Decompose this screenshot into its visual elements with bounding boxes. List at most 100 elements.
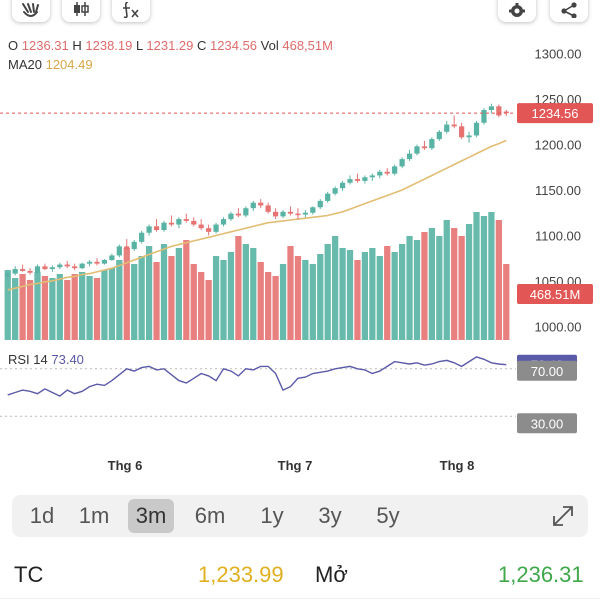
candle-body xyxy=(64,264,70,267)
open-label: O xyxy=(8,38,19,53)
expand-icon[interactable] xyxy=(548,501,578,531)
candle-body xyxy=(42,266,48,270)
volume-bar xyxy=(26,280,34,340)
volume-bar xyxy=(227,252,235,340)
indicator-fx-icon[interactable] xyxy=(112,0,150,22)
close-label: C xyxy=(197,38,207,53)
ma20-line xyxy=(7,139,507,291)
volume-bar xyxy=(488,212,495,340)
candle-body xyxy=(57,264,63,268)
ma-legend: MA20 1204.49 xyxy=(8,56,93,74)
volume-bar xyxy=(64,280,71,340)
settings-icon[interactable] xyxy=(498,0,536,22)
candle-body xyxy=(354,179,361,181)
low-label: L xyxy=(136,38,143,53)
volume-bar xyxy=(101,270,108,340)
x-tick-label: Thg 6 xyxy=(108,458,143,473)
candle-body xyxy=(503,111,509,114)
volume-bar xyxy=(302,260,309,340)
candle-body xyxy=(444,124,450,132)
candle-body xyxy=(473,122,480,136)
candle-body xyxy=(347,179,353,183)
volume-bar xyxy=(451,228,458,340)
range-1y[interactable]: 1y xyxy=(260,503,284,528)
volume-bar xyxy=(436,236,443,340)
volume-bar xyxy=(19,274,26,340)
range-1d[interactable]: 1d xyxy=(29,503,55,528)
range-1m[interactable]: 1m xyxy=(78,503,110,528)
candle-body xyxy=(12,269,18,274)
volume-bar xyxy=(198,272,205,340)
volume-bar xyxy=(309,264,316,340)
candle-body xyxy=(220,219,227,225)
candle-body xyxy=(280,211,286,217)
candle-body xyxy=(139,232,145,242)
volume-bar xyxy=(235,236,242,340)
volume-bar xyxy=(473,212,480,340)
low-value: 1231.29 xyxy=(146,38,194,53)
candle-body xyxy=(265,205,271,212)
candle-body xyxy=(466,135,472,138)
range-5y[interactable]: 5y xyxy=(376,503,400,528)
volume-bar xyxy=(458,236,465,340)
candle-body xyxy=(436,131,442,140)
open-value: 1236.31 xyxy=(21,38,69,53)
candle-body xyxy=(421,146,428,149)
range-3y[interactable]: 3y xyxy=(318,503,342,528)
last-volume-label: 468.51M xyxy=(530,287,581,302)
candle-body xyxy=(339,182,346,189)
price-chart[interactable]: 1000.001050.001100.001150.001200.001250.… xyxy=(0,0,600,480)
candle-body xyxy=(243,208,249,216)
rsi-level-label: 70.00 xyxy=(531,364,564,379)
chart-toolbar xyxy=(0,0,600,24)
ma-value: 1204.49 xyxy=(45,57,93,72)
volume-bar xyxy=(4,270,11,340)
volume-bar xyxy=(354,260,361,340)
candle-body xyxy=(176,219,182,225)
volume-bar xyxy=(294,256,302,340)
candlestick-icon[interactable] xyxy=(62,0,100,22)
volume-bar xyxy=(324,244,331,340)
candle-body xyxy=(459,126,465,138)
range-3m[interactable]: 3m xyxy=(128,499,174,533)
volume-bar xyxy=(12,278,19,340)
candle-body xyxy=(295,213,301,216)
rsi-line xyxy=(7,356,507,397)
candle-body xyxy=(496,106,502,116)
volume-bar xyxy=(421,232,428,340)
last-volume-tag xyxy=(517,284,593,304)
rsi-value: 73.40 xyxy=(51,352,84,367)
rsi-legend: RSI 14 73.40 xyxy=(8,351,84,369)
rsi-level-tag xyxy=(517,413,577,434)
volume-bar xyxy=(339,248,346,340)
share-icon[interactable] xyxy=(550,0,588,22)
volume-bar xyxy=(205,280,212,340)
candle-body xyxy=(287,211,294,214)
price-tick-label: 1200.00 xyxy=(535,138,582,153)
volume-bar xyxy=(153,262,160,340)
candle-body xyxy=(332,188,338,194)
candle-body xyxy=(369,175,375,178)
price-tick-label: 1300.00 xyxy=(535,47,582,62)
volume-bar xyxy=(242,244,249,340)
volume-bar xyxy=(108,268,116,340)
volume-bar xyxy=(123,248,130,340)
open-price-value: 1,236.31 xyxy=(498,562,584,587)
candle-body xyxy=(153,226,160,230)
volume-bar xyxy=(183,240,190,340)
volume-bar xyxy=(480,216,488,340)
candle-body xyxy=(384,171,390,174)
volume-bar xyxy=(190,264,197,340)
divider xyxy=(0,598,600,599)
volume-bar xyxy=(145,246,153,340)
volume-bar xyxy=(465,224,473,340)
candle-body xyxy=(168,222,175,225)
range-6m[interactable]: 6m xyxy=(194,503,226,528)
candle-body xyxy=(258,202,264,206)
volume-bar xyxy=(346,250,354,340)
volume-bar xyxy=(376,256,383,340)
volume-bar xyxy=(279,264,287,340)
candle-body xyxy=(116,246,122,256)
hand-icon[interactable] xyxy=(12,0,50,22)
candle-body xyxy=(72,266,78,269)
